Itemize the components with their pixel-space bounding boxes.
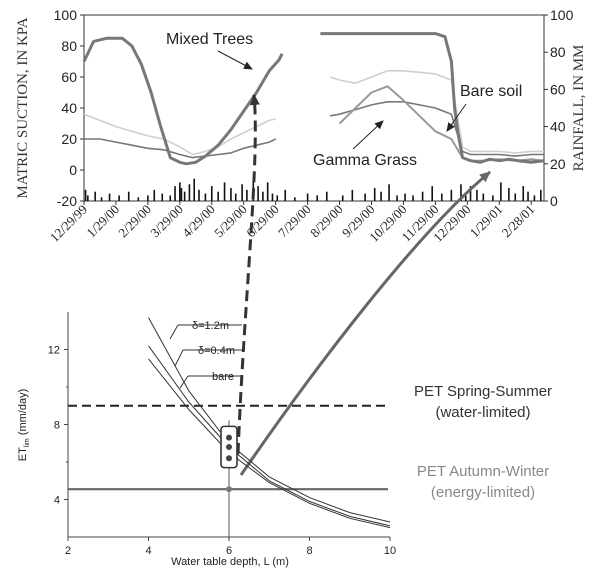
y-tick-label: 40 [61,100,77,116]
y2-tick-label: 100 [550,7,574,23]
y2-tick-label: 40 [550,119,566,135]
et-tick-label: 12 [48,345,60,357]
right-y-axis-label: RAINFALL, IN MM [571,45,587,172]
x-tick-label: 8/29/00 [307,202,346,241]
marked-point [226,444,232,450]
depth-tick-label: 4 [145,545,151,557]
curve-label: bare [212,371,234,383]
pet-autumn-winter-title: PET Autumn-Winter [416,463,550,480]
marked-point [226,455,232,462]
bottom-x-axis-label: Water table depth, L (m) [171,556,289,568]
pet-autumn-winter-label: PET Autumn-Winter (energy-limited) [378,461,588,503]
bare-soil-arrow [446,103,467,132]
annotation-bare-soil: Bare soil [460,83,522,100]
curve-labels: δ=1.2m δ=0.4m bare [169,320,242,389]
time-series-chart: 100 80 60 40 20 0 -20 100 80 60 40 20 0 12/29/991/2… [15,7,587,245]
et-curve-0 [148,317,391,523]
bottom-y-axis-label: ETlim (mm/day) [17,389,31,462]
curve-label: δ=1.2m [192,320,229,332]
left-y-axis-label: MATRIC SUCTION, IN KPA [15,17,31,198]
curve-label: δ=0.4m [198,345,235,357]
series-line-light-grey [83,70,544,156]
marked-point [226,486,232,493]
et-curve-1 [148,345,391,527]
pet-autumn-winter-sub: (energy-limited) [430,484,536,501]
marked-points [220,420,238,537]
solid-arrow-to-winter [239,170,491,476]
et-limit-chart: 4 8 12 2 4 6 8 10 δ=1.2m δ=0.4m bare Water table… [17,312,396,568]
et-unit: (mm/day) [17,389,29,439]
y2-tick-label: 80 [550,44,566,60]
depth-tick-label: 6 [226,545,232,557]
et-y-ticks: 4 8 12 [48,345,68,507]
rainfall-bars [84,178,542,201]
annotation-mixed-trees: Mixed Trees [166,31,253,48]
y-tick-label: 60 [61,69,77,85]
curve-label-leader [179,375,189,389]
left-y-ticks: 100 80 60 40 20 0 -20 [54,7,84,209]
x-tick-label: 1/29/00 [83,202,122,241]
pet-spring-summer-label: PET Spring-Summer (water-limited) [378,381,588,423]
top-plot-frame [83,14,545,202]
series-line-bare-soil [84,101,544,159]
y2-tick-label: 20 [550,156,566,172]
x-tick-label: 4/29/00 [179,202,218,241]
right-y-ticks: 100 80 60 40 20 0 [544,7,574,209]
x-tick-label: 7/29/00 [275,202,314,241]
et-tick-label: 4 [54,495,60,507]
depth-tick-label: 8 [306,545,312,557]
et-symbol: ET [17,447,29,461]
x-tick-label: 1/29/01 [467,202,506,241]
et-curves [148,317,391,529]
date-x-ticks: 12/29/991/29/002/29/003/29/004/29/005/29… [47,201,538,245]
y-tick-label: -20 [57,193,77,209]
y-tick-label: 20 [61,131,77,147]
y-tick-label: 0 [69,162,77,178]
x-tick-label: 3/29/00 [147,202,186,241]
pet-spring-summer-title: PET Spring-Summer [413,383,553,400]
et-curve-2 [148,358,391,529]
et-subscript: lim [24,438,31,447]
depth-tick-label: 2 [65,545,71,557]
et-tick-label: 8 [54,420,60,432]
annotation-gamma-grass: Gamma Grass [313,152,417,169]
y-tick-label: 80 [61,38,77,54]
y-tick-label: 100 [54,7,78,23]
x-tick-label: 2/29/00 [115,202,154,241]
dashed-arrow-to-spring [236,94,260,455]
x-tick-label: 2/28/01 [499,202,538,241]
curve-label-leader [169,324,179,340]
gamma-grass-arrow [352,120,384,150]
depth-x-ticks: 2 4 6 8 10 [65,537,396,557]
curve-label-leader [174,349,184,367]
y2-tick-label: 0 [550,193,558,209]
pet-spring-summer-sub: (water-limited) [435,404,531,421]
x-tick-label: 5/29/00 [211,202,250,241]
depth-tick-label: 10 [384,545,396,557]
mixed-trees-arrow [217,50,253,70]
x-tick-label: 6/29/00 [243,202,282,241]
y2-tick-label: 60 [550,81,566,97]
marked-point [226,434,232,441]
